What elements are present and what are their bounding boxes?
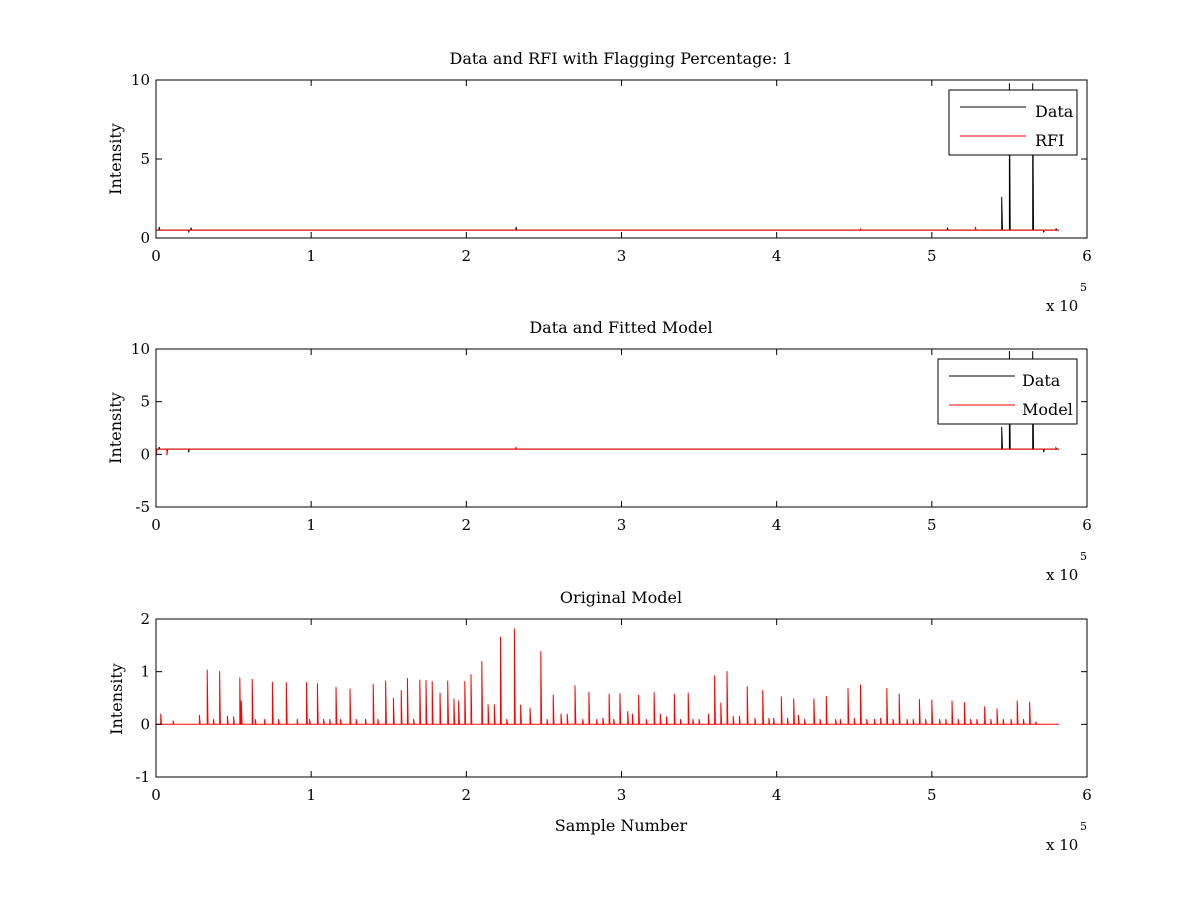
panel-rfi-y-tick-label: 5 <box>140 150 150 168</box>
panel-original-model-ylabel: Intensity <box>107 663 126 735</box>
panel-rfi: Data and RFI with Flagging Percentage: 1… <box>106 49 1092 315</box>
panel-rfi-plot-area <box>156 83 1060 233</box>
panel-model-fit-title: Data and Fitted Model <box>529 318 712 337</box>
panel-rfi-x-tick-label: 4 <box>772 247 782 265</box>
panel-original-model-xlabel: Sample Number <box>555 816 688 835</box>
panel-rfi-legend: Data RFI <box>948 89 1078 156</box>
panel-original-model-x-multiplier-exponent: 5 <box>1080 820 1087 833</box>
panel-model-fit-legend-box <box>937 358 1078 425</box>
panel-original-model-x-tick-label: 1 <box>306 786 316 804</box>
panel-model-fit-legend: Data Model <box>937 358 1078 425</box>
panel-original-model-plot-area <box>156 628 1060 725</box>
panel-rfi-title: Data and RFI with Flagging Percentage: 1 <box>449 49 792 68</box>
panel-rfi-y-tick-label: 10 <box>131 71 150 89</box>
panel-rfi-x-tick-label: 5 <box>927 247 937 265</box>
panel-model-fit-x-tick-label: 2 <box>462 516 472 534</box>
panel-model-fit-x-tick-label: 3 <box>617 516 627 534</box>
panel-model-fit-y-tick-label: 10 <box>131 340 150 358</box>
panel-model-fit-legend-data-label: Data <box>1022 371 1061 390</box>
panel-rfi-series-rfi-line <box>156 226 1060 231</box>
panel-rfi-x-tick-label: 3 <box>617 247 627 265</box>
panel-model-fit-x-tick-label: 4 <box>772 516 782 534</box>
panel-rfi-x-tick-label: 0 <box>151 247 161 265</box>
panel-rfi-ylabel: Intensity <box>106 123 125 195</box>
panel-model-fit-x-tick-label: 1 <box>306 516 316 534</box>
panel-original-model-y-tick-label: 2 <box>140 610 150 628</box>
panel-model-fit-x-multiplier: x 10 <box>1046 566 1078 584</box>
panel-model-fit-x-tick-label: 6 <box>1082 516 1092 534</box>
panel-rfi-x-tick-label: 6 <box>1082 247 1092 265</box>
panel-original-model-y-tick-label: 1 <box>140 663 150 681</box>
panel-model-fit: Data and Fitted Model Intensity x 10 5 D… <box>106 318 1092 584</box>
panel-model-fit-x-tick-label: 0 <box>151 516 161 534</box>
panel-original-model-x-tick-label: 6 <box>1082 786 1092 804</box>
panel-original-model-x-multiplier: x 10 <box>1046 836 1078 854</box>
panel-model-fit-legend-model-label: Model <box>1022 400 1073 419</box>
panel-original-model-x-tick-label: 5 <box>927 786 937 804</box>
panel-original-model-x-tick-label: 0 <box>151 786 161 804</box>
panel-model-fit-x-multiplier-exponent: 5 <box>1080 550 1087 563</box>
panel-original-model-y-tick-label: 0 <box>140 715 150 733</box>
panel-original-model-title: Original Model <box>560 588 682 607</box>
panel-model-fit-y-tick-label: 0 <box>140 445 150 463</box>
panel-rfi-legend-box <box>948 89 1078 156</box>
panel-rfi-legend-rfi-label: RFI <box>1035 131 1064 150</box>
panel-model-fit-x-tick-label: 5 <box>927 516 937 534</box>
panel-rfi-x-tick-label: 1 <box>306 247 316 265</box>
panel-original-model-series-model-line <box>156 628 1060 725</box>
panel-rfi-x-multiplier-exponent: 5 <box>1080 281 1087 294</box>
panel-model-fit-y-tick-label: 5 <box>140 393 150 411</box>
panel-original-model-y-tick-label: -1 <box>135 768 150 786</box>
panel-original-model-x-tick-label: 3 <box>617 786 627 804</box>
panel-model-fit-y-tick-label: -5 <box>135 498 150 516</box>
panel-model-fit-ylabel: Intensity <box>106 392 125 464</box>
panel-original-model: Original Model Intensity Sample Number x… <box>107 588 1092 854</box>
panel-rfi-x-tick-label: 2 <box>462 247 472 265</box>
panel-original-model-x-tick-label: 2 <box>462 786 472 804</box>
panel-rfi-y-tick-label: 0 <box>140 229 150 247</box>
panel-rfi-x-multiplier: x 10 <box>1046 297 1078 315</box>
panel-rfi-legend-data-label: Data <box>1035 102 1074 121</box>
panel-original-model-x-tick-label: 4 <box>772 786 782 804</box>
